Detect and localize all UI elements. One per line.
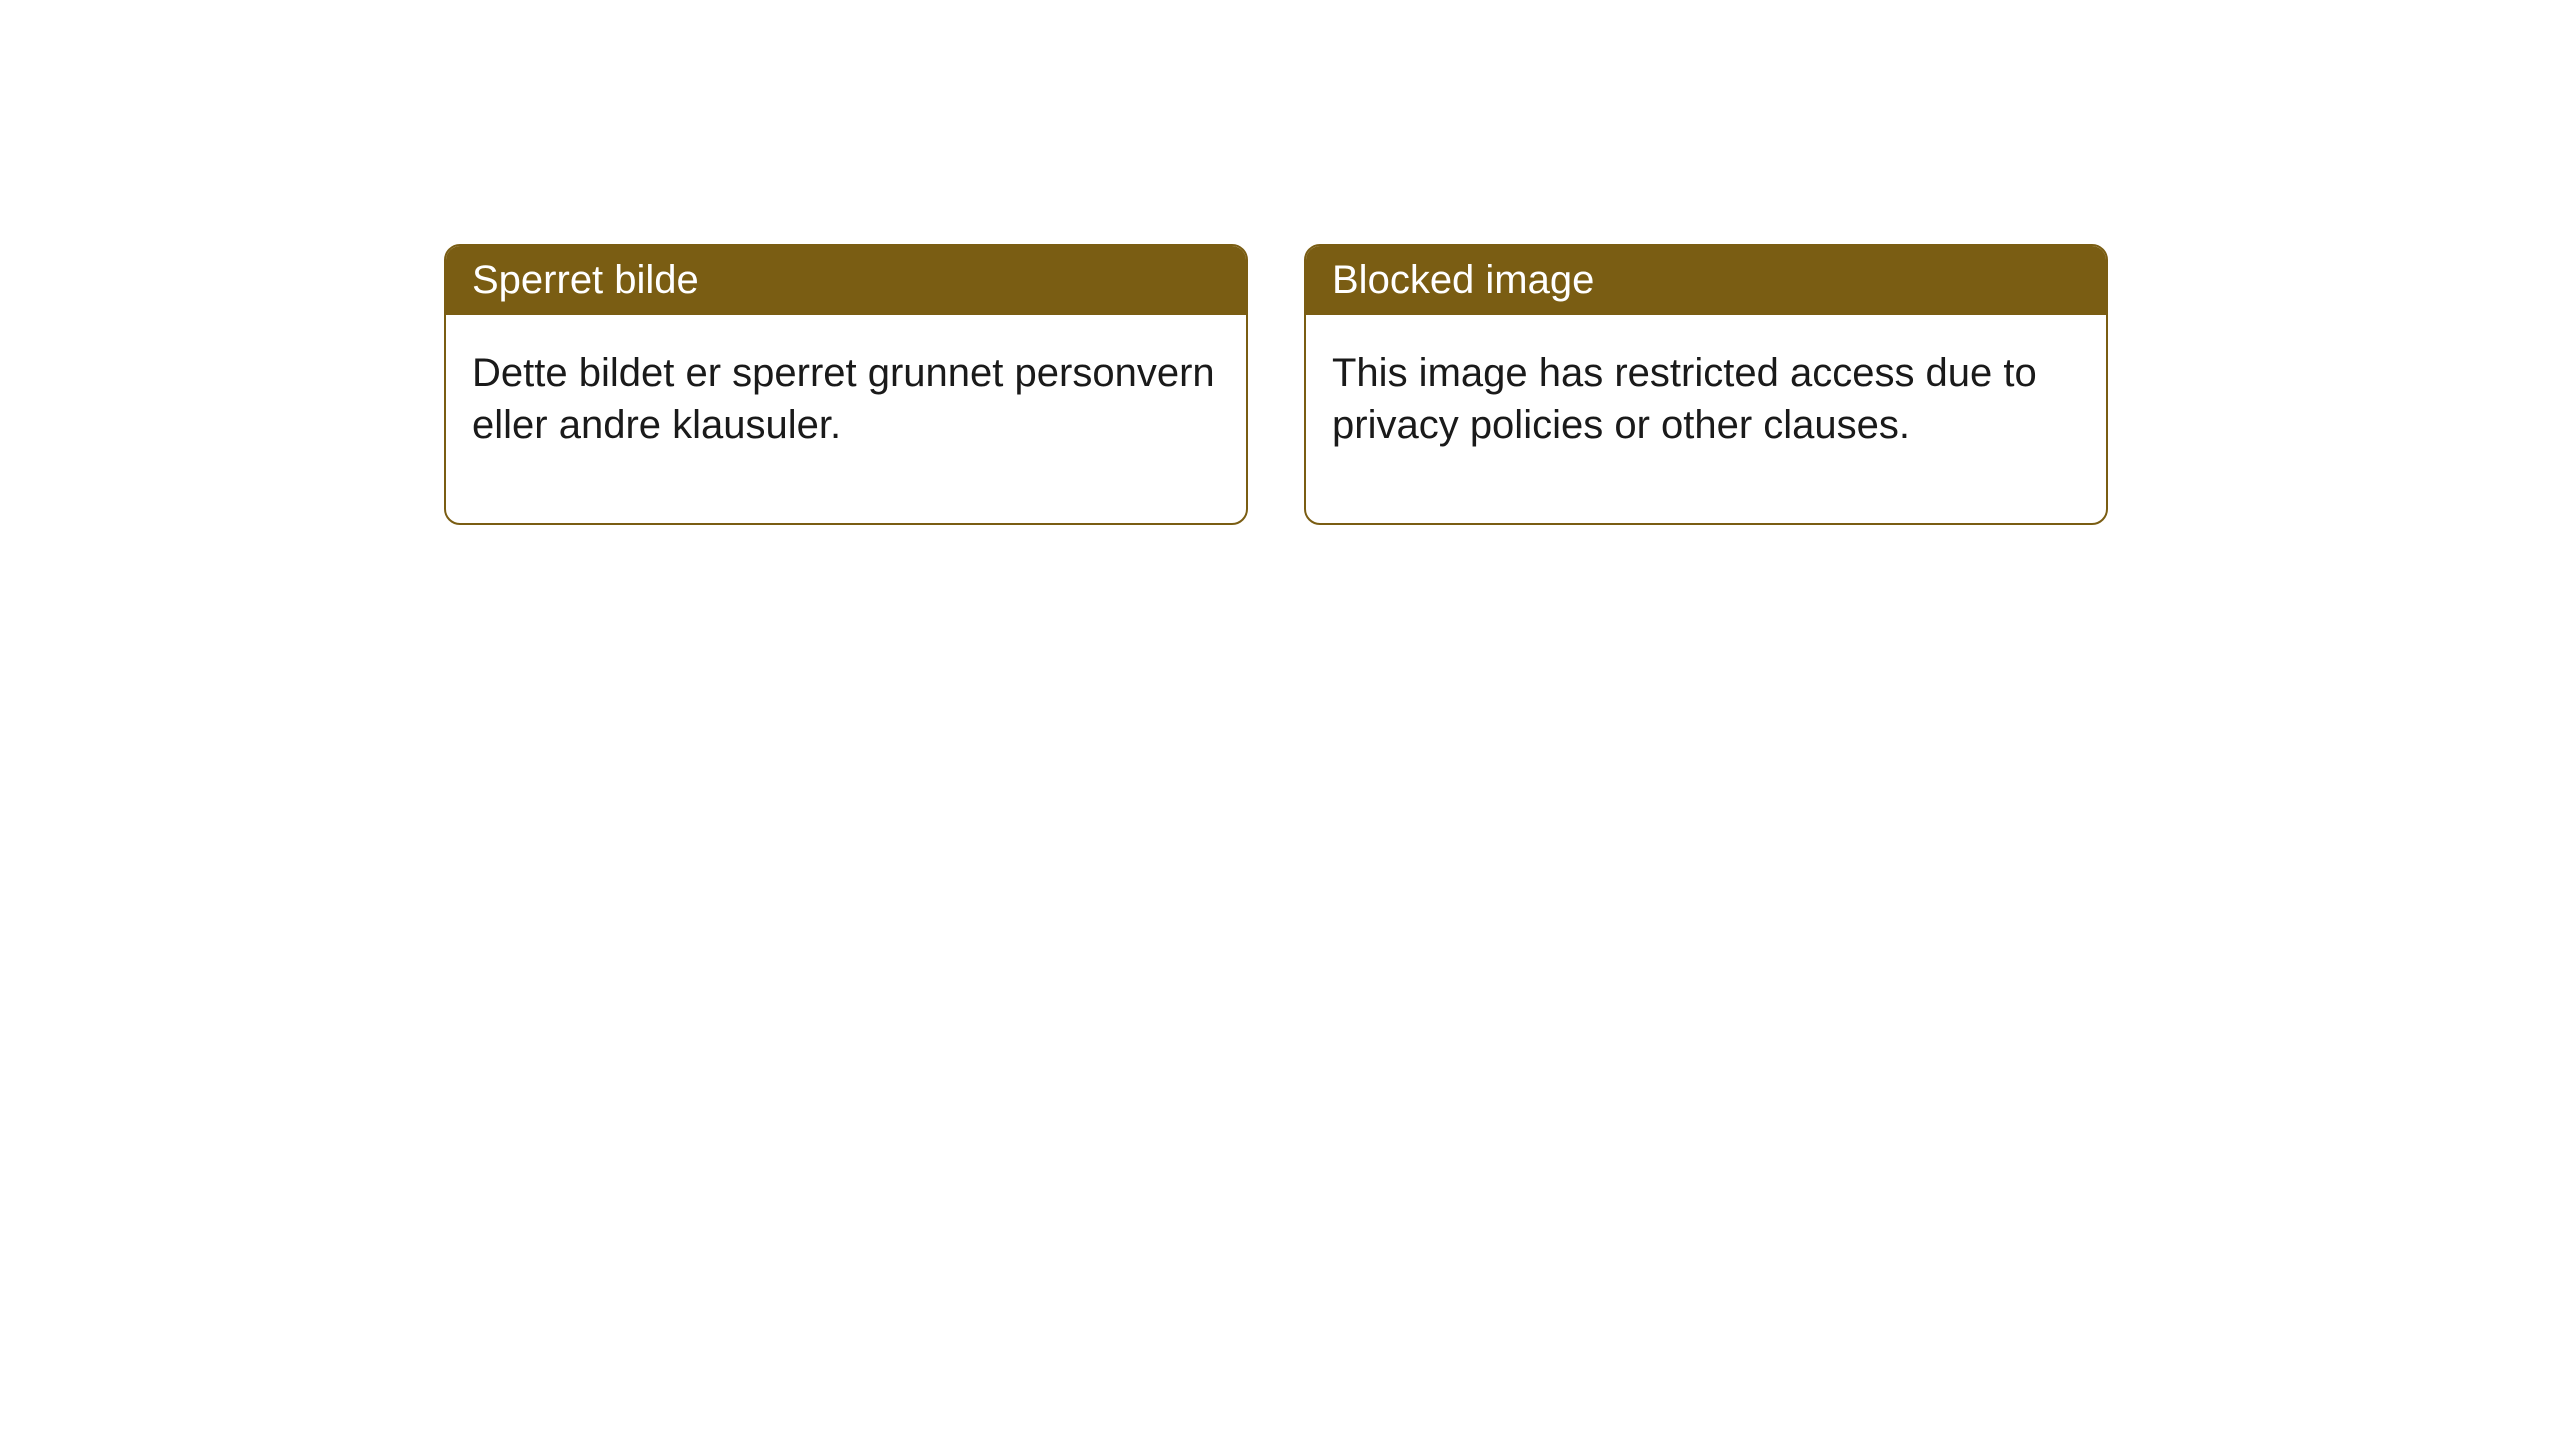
notice-header: Sperret bilde [446,246,1246,315]
notice-body-text: Dette bildet er sperret grunnet personve… [472,351,1215,447]
notice-body-text: This image has restricted access due to … [1332,351,2037,447]
notice-body: Dette bildet er sperret grunnet personve… [446,315,1246,523]
notice-title: Blocked image [1332,258,1594,302]
notice-header: Blocked image [1306,246,2106,315]
notice-box-norwegian: Sperret bilde Dette bildet er sperret gr… [444,244,1248,525]
notice-box-english: Blocked image This image has restricted … [1304,244,2108,525]
notice-title: Sperret bilde [472,258,699,302]
notices-container: Sperret bilde Dette bildet er sperret gr… [444,244,2108,525]
notice-body: This image has restricted access due to … [1306,315,2106,523]
